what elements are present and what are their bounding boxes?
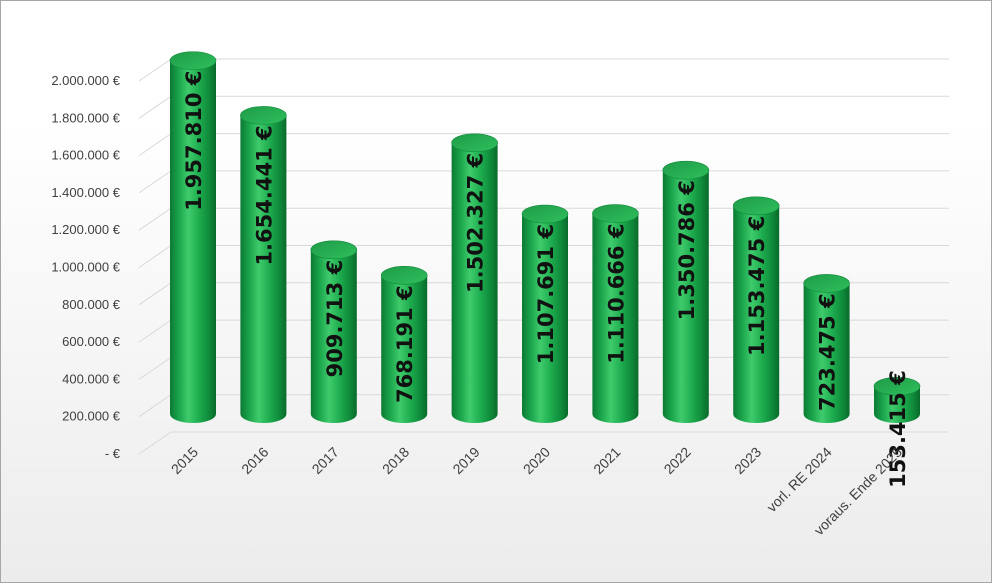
x-category-label: 2021 bbox=[590, 444, 623, 477]
bar: 1.153.475 € bbox=[732, 196, 780, 423]
gridline-side bbox=[138, 95, 172, 119]
bar-top bbox=[310, 240, 358, 260]
bar-top bbox=[662, 160, 710, 180]
bar-body bbox=[170, 60, 216, 423]
x-category-label: 2019 bbox=[449, 444, 482, 477]
gridline-side bbox=[138, 207, 172, 231]
bar: 1.350.786 € bbox=[662, 160, 710, 423]
bar-value-label: 1.153.475 € bbox=[745, 216, 769, 356]
bar: 909.713 € bbox=[310, 240, 358, 423]
bar-body bbox=[592, 213, 639, 423]
bar-body bbox=[874, 386, 920, 423]
bar-value-label: 1.107.691 € bbox=[534, 224, 558, 364]
y-axis-tick-labels: - € 200.000 € 400.000 € 600.000 € 800.000 € 1… bbox=[51, 73, 120, 461]
gridline-side bbox=[138, 319, 172, 343]
x-axis-category-labels: 2015 2016 2017 2018 2019 2020 2021 2022 2023 vorl… bbox=[168, 444, 905, 539]
bar: 768.191 € bbox=[380, 266, 428, 423]
gridline-side bbox=[138, 170, 172, 194]
bar-value-label: 1.110.666 € bbox=[604, 224, 628, 364]
bar-value-label: 909.713 € bbox=[323, 260, 347, 378]
y-tick-label: 800.000 € bbox=[62, 297, 121, 312]
bar: 1.107.691 € bbox=[521, 204, 569, 423]
bar-body bbox=[451, 142, 498, 424]
y-tick-label: - € bbox=[105, 446, 121, 461]
y-tick-label: 1.800.000 € bbox=[51, 110, 120, 125]
x-category-label: vorl. RE 2024 bbox=[763, 444, 834, 515]
y-tick-label: 1.600.000 € bbox=[51, 148, 120, 163]
bar-body bbox=[381, 275, 428, 423]
bar: 1.654.441 € bbox=[240, 106, 287, 423]
y-tick-label: 1.200.000 € bbox=[51, 222, 120, 237]
gridline-side bbox=[138, 133, 172, 157]
x-category-label: 2022 bbox=[661, 444, 694, 477]
bar-body bbox=[662, 170, 709, 423]
bar-top bbox=[521, 204, 569, 224]
bar-body bbox=[522, 214, 568, 423]
gridline-side bbox=[138, 58, 172, 82]
bar-value-label: 1.654.441 € bbox=[252, 125, 276, 265]
bar-top bbox=[592, 204, 639, 223]
gridline-side bbox=[138, 394, 172, 418]
bar-top bbox=[873, 377, 921, 396]
gridline-side bbox=[138, 356, 172, 380]
bar: 1.502.327 € bbox=[451, 133, 498, 424]
gridline-side bbox=[138, 282, 172, 306]
bar-top bbox=[240, 106, 287, 125]
bar-value-label: 1.502.327 € bbox=[464, 153, 488, 293]
bar-top bbox=[169, 51, 217, 70]
bar: 1.110.666 € bbox=[592, 204, 639, 423]
x-category-label: 2020 bbox=[520, 444, 553, 477]
gridline-side bbox=[138, 245, 172, 268]
bar-body bbox=[803, 283, 850, 423]
y-tick-label: 1.000.000 € bbox=[51, 260, 120, 275]
y-tick-label: 600.000 € bbox=[62, 334, 121, 349]
gridline-side bbox=[138, 431, 172, 455]
bar-top bbox=[803, 274, 850, 293]
bar-body bbox=[733, 205, 780, 423]
x-category-label: 2016 bbox=[238, 444, 271, 477]
x-category-label: 2023 bbox=[731, 444, 764, 477]
bar-value-label: 1.957.810 € bbox=[182, 71, 206, 211]
bar-value-label: 153.415 € bbox=[886, 370, 910, 488]
bar-value-label: 1.350.786 € bbox=[675, 180, 699, 320]
y-tick-label: 2.000.000 € bbox=[51, 73, 120, 88]
bar-body bbox=[240, 115, 287, 423]
y-tick-label: 400.000 € bbox=[62, 371, 121, 386]
bar-body bbox=[310, 249, 357, 423]
x-category-label: 2017 bbox=[309, 444, 342, 477]
bar-top bbox=[380, 266, 428, 285]
bar: 153.415 € bbox=[873, 370, 921, 488]
x-category-label: 2015 bbox=[168, 444, 201, 477]
bar: 723.475 € bbox=[803, 274, 850, 423]
bars: 1.957.810 € 1.654.441 € 909.713 € 768.191 €… bbox=[169, 51, 921, 488]
y-tick-label: 1.400.000 € bbox=[51, 185, 120, 200]
bar: 1.957.810 € bbox=[169, 51, 217, 423]
y-tick-label: 200.000 € bbox=[62, 409, 121, 424]
bar-top bbox=[451, 133, 498, 153]
bar-top bbox=[732, 196, 780, 216]
bar-value-label: 723.475 € bbox=[816, 293, 840, 411]
x-category-label: 2018 bbox=[379, 444, 412, 477]
bar-value-label: 768.191 € bbox=[393, 285, 417, 403]
